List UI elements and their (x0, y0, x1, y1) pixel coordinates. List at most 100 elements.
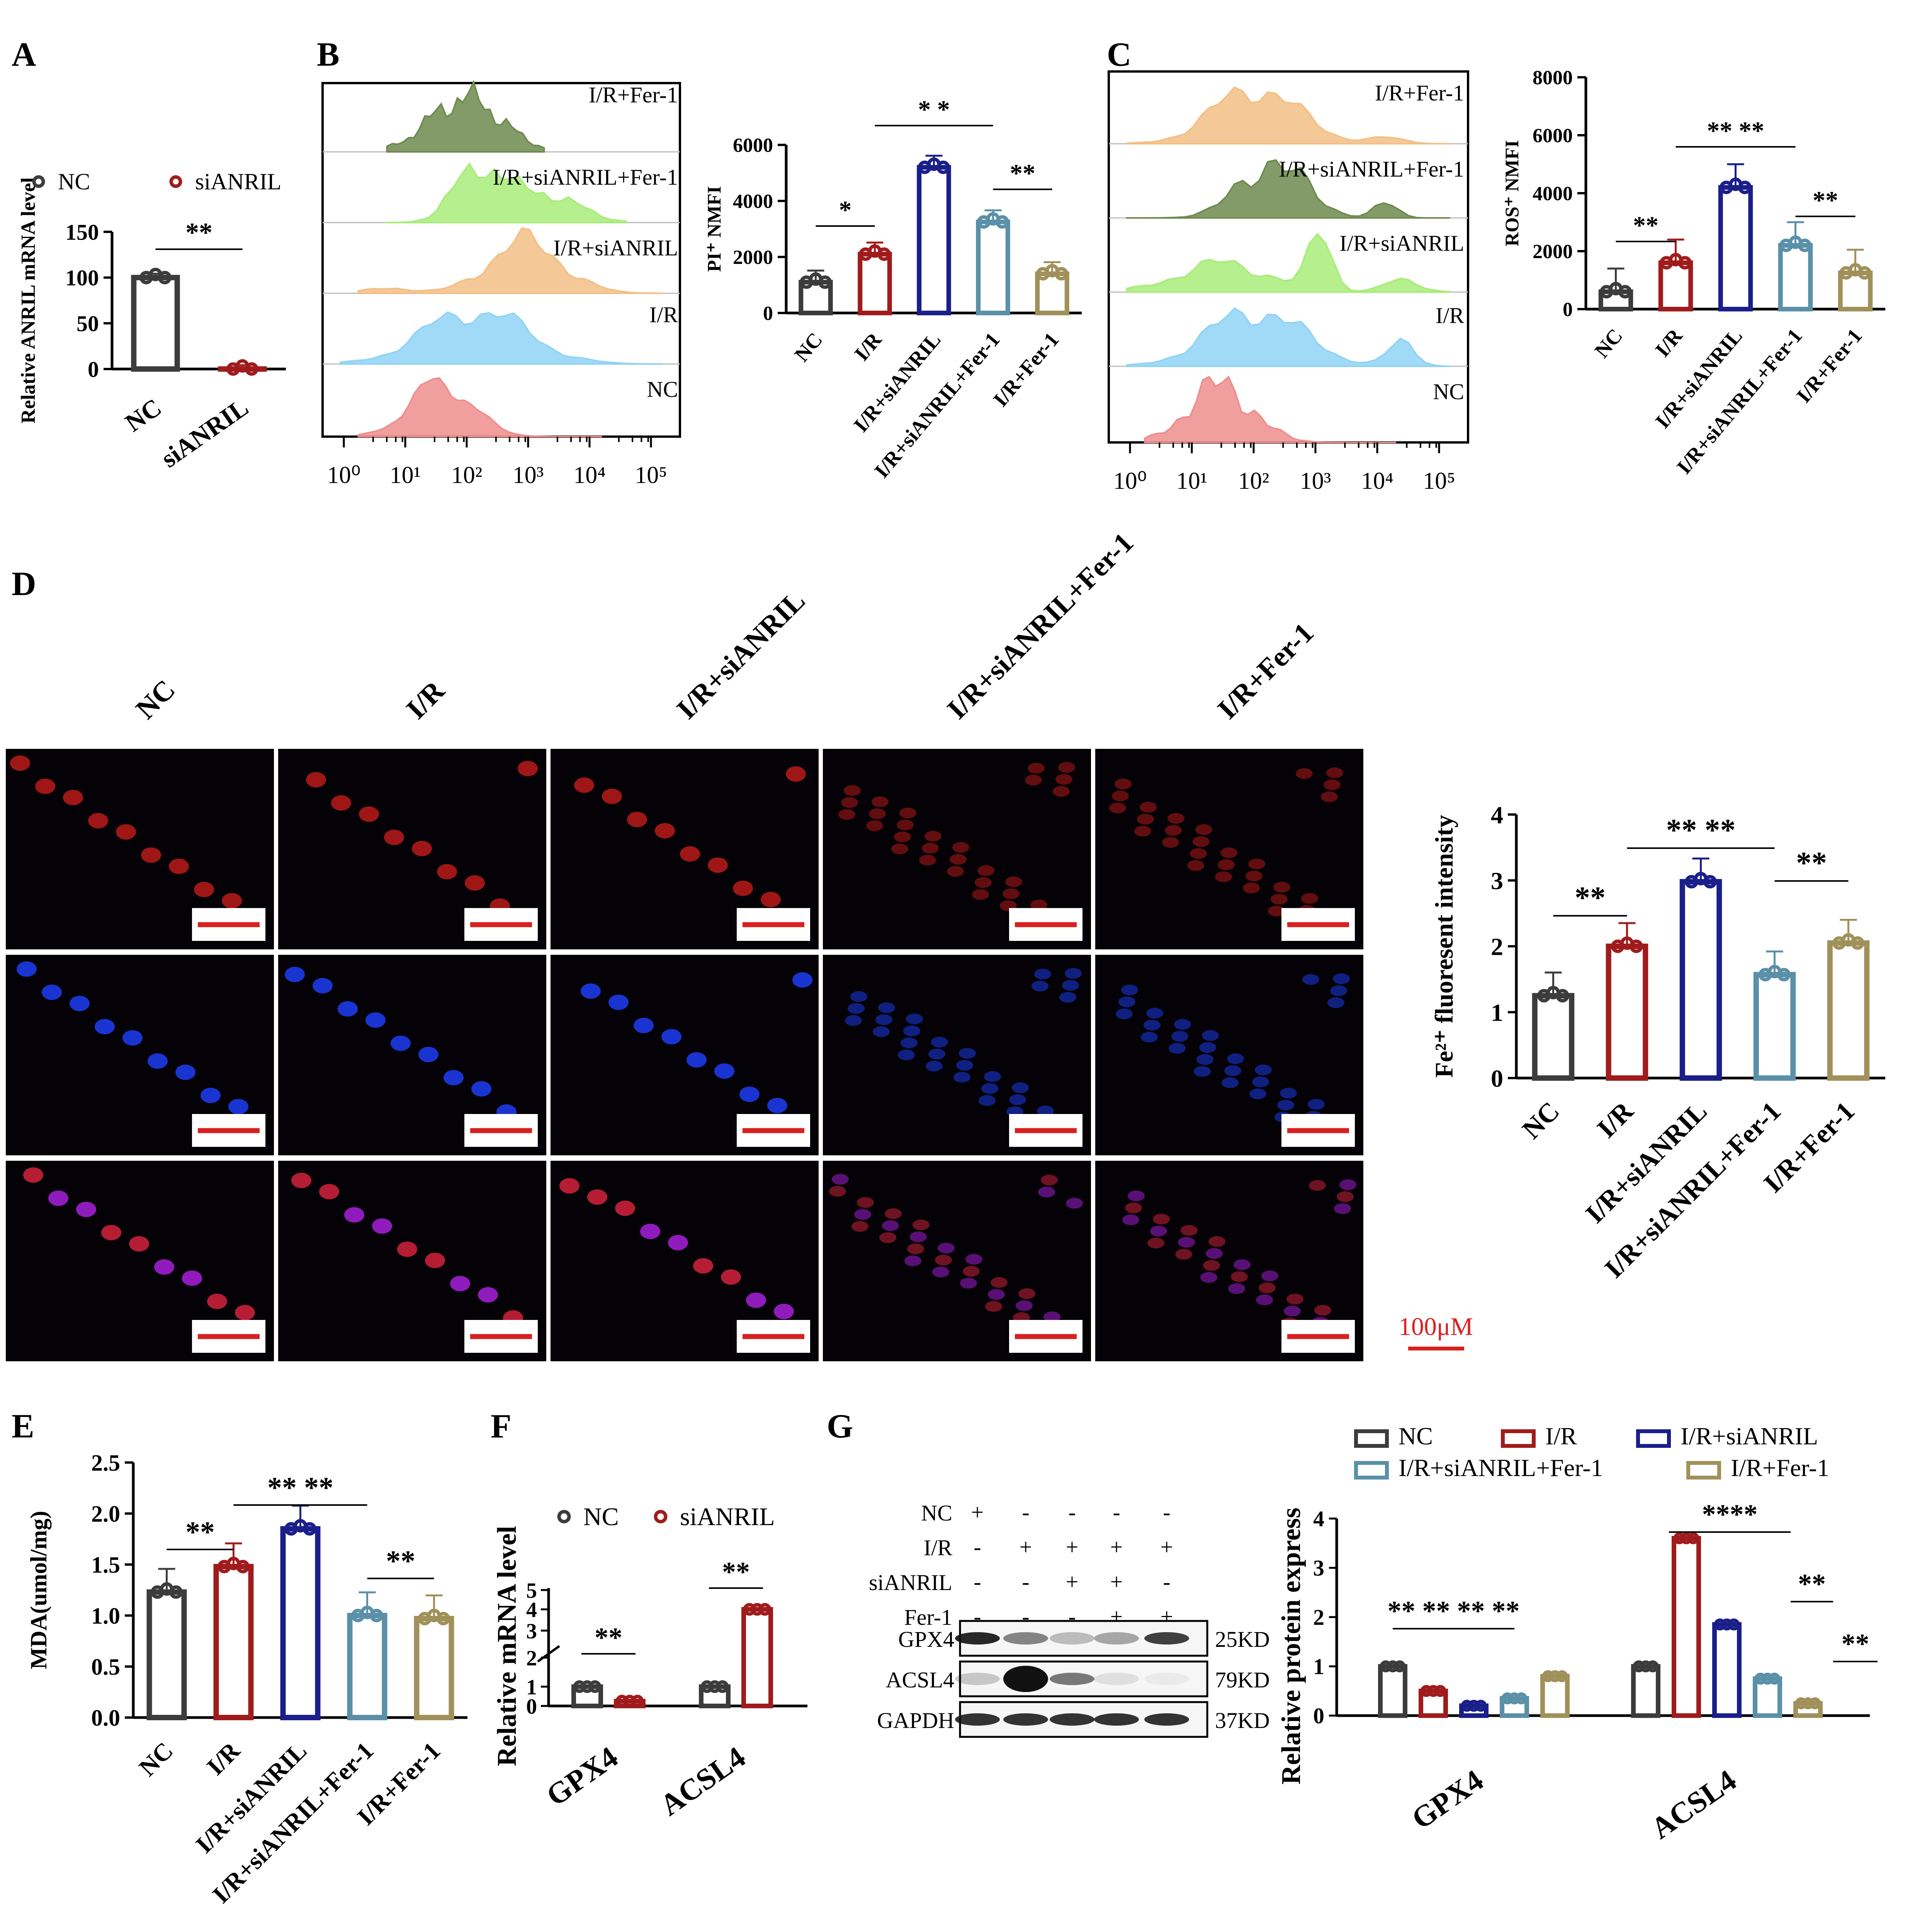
cell-signal (1222, 1077, 1239, 1088)
cell-signal (1012, 1082, 1029, 1093)
y-tick-label: 0 (1563, 299, 1573, 321)
cell-signal (1053, 786, 1070, 797)
significance-label: ** (1575, 881, 1606, 915)
y-tick-label: 1.5 (91, 1552, 120, 1578)
blot-sign: - (974, 1534, 981, 1560)
x-tick-label: GPX4 (1405, 1763, 1489, 1836)
x-tick-label: NC (1590, 324, 1627, 362)
cell-signal (1115, 779, 1132, 789)
cell-signal (70, 996, 90, 1011)
x-tick-label: siANRIL (156, 393, 253, 473)
y-tick-label: 4 (526, 1598, 537, 1622)
cell-signal (866, 820, 883, 831)
cell-signal (924, 831, 941, 842)
cell-signal (291, 1173, 311, 1188)
cell-signal (1147, 1238, 1164, 1248)
blot-sign: + (971, 1500, 984, 1525)
cell-signal (952, 842, 969, 853)
cell-signal (668, 1235, 688, 1250)
bar-ACSL4-2 (1672, 1536, 1701, 1718)
cell-signal (365, 1012, 386, 1028)
bar-ACSL4-1 (1631, 1664, 1660, 1718)
histogram-x-tick-label: 10⁵ (635, 462, 667, 488)
data-point (1515, 1692, 1528, 1704)
cell-signal (1175, 1249, 1192, 1260)
y-tick-label: 2 (1491, 933, 1503, 960)
blot-band (1003, 1713, 1048, 1726)
significance-label: ** ** (1707, 117, 1764, 145)
y-axis-label: Fe²⁺ fluoresent intensity (1430, 815, 1458, 1078)
cell-signal (919, 855, 936, 866)
cell-signal (878, 1002, 895, 1013)
blot-band-size: 79KD (1215, 1667, 1270, 1692)
blot-sign: - (1163, 1569, 1170, 1594)
bar-2 (1606, 944, 1648, 1081)
cell-signal (882, 1220, 899, 1231)
histogram-4 (1126, 307, 1451, 367)
cell-signal (23, 1167, 43, 1183)
cell-signal (194, 882, 214, 897)
x-tick-label: NC (1517, 1096, 1565, 1145)
cell-signal (1112, 791, 1129, 801)
cell-signal (1224, 1065, 1241, 1076)
data-point (1630, 939, 1643, 953)
data-point (1475, 1700, 1487, 1712)
cell-signal (947, 866, 964, 877)
data-point (936, 160, 950, 174)
histogram-x-tick-label: 10¹ (1176, 468, 1208, 494)
blot-band-label: GPX4 (898, 1627, 954, 1652)
bar-ACSL4-4 (1753, 1676, 1782, 1718)
cell-signal (384, 830, 404, 845)
blot-sign: - (974, 1569, 981, 1594)
bar-3 (1718, 185, 1753, 311)
cell-signal (1174, 1019, 1191, 1030)
data-point (1393, 1660, 1406, 1672)
cell-signal (1268, 906, 1285, 917)
cell-signal (1194, 1066, 1211, 1077)
bar-3 (1679, 879, 1722, 1081)
cell-signal (1284, 1306, 1301, 1316)
cell-signal (708, 857, 728, 873)
blot-sign: + (1161, 1534, 1173, 1560)
cell-signal (391, 1036, 411, 1051)
column-label-4: I/R+siANRIL+Fer-1 (941, 527, 1140, 725)
cell-signal (928, 1049, 945, 1060)
histogram-1 (386, 80, 545, 153)
cell-signal (655, 823, 675, 838)
y-tick-label: 1.0 (91, 1603, 120, 1629)
legend-marker-siANRIL (169, 175, 182, 188)
significance-label: ** (185, 218, 212, 248)
y-tick-label: 6000 (1533, 125, 1573, 147)
data-point (1434, 1685, 1446, 1697)
data-point (1809, 1697, 1821, 1709)
histogram-x-tick-label: 10⁰ (327, 462, 361, 488)
histogram-label-3: I/R+siANRIL (553, 235, 678, 260)
cell-signal (1255, 1065, 1272, 1075)
cell-signal (1280, 1088, 1297, 1099)
data-point (169, 1585, 183, 1599)
blot-band (1003, 1666, 1048, 1692)
y-tick-label: 0 (763, 303, 773, 325)
cell-signal (1128, 1190, 1145, 1201)
legend-marker-siANRIL (654, 1510, 668, 1524)
histogram-label-4: I/R (1436, 303, 1464, 328)
data-point (758, 1603, 771, 1616)
y-tick-label: 8000 (1533, 67, 1573, 89)
histogram-label-1: I/R+Fer-1 (589, 82, 678, 107)
y-tick-label: 2.0 (91, 1501, 120, 1527)
data-point (1798, 238, 1811, 252)
cell-signal (898, 1049, 915, 1060)
data-point (370, 1609, 383, 1622)
cell-signal (1005, 876, 1022, 887)
histogram-2 (1126, 159, 1450, 219)
histogram-2 (386, 162, 627, 223)
cell-signal (1252, 1077, 1269, 1087)
cell-signal (965, 1254, 982, 1265)
blot-band (1050, 1673, 1094, 1685)
cell-signal (975, 877, 992, 888)
cell-signal (444, 1070, 464, 1085)
cell-signal (1125, 1202, 1142, 1213)
cell-signal (838, 809, 855, 820)
cell-signal (832, 1174, 849, 1185)
significance-label: ** ** (267, 1471, 333, 1504)
